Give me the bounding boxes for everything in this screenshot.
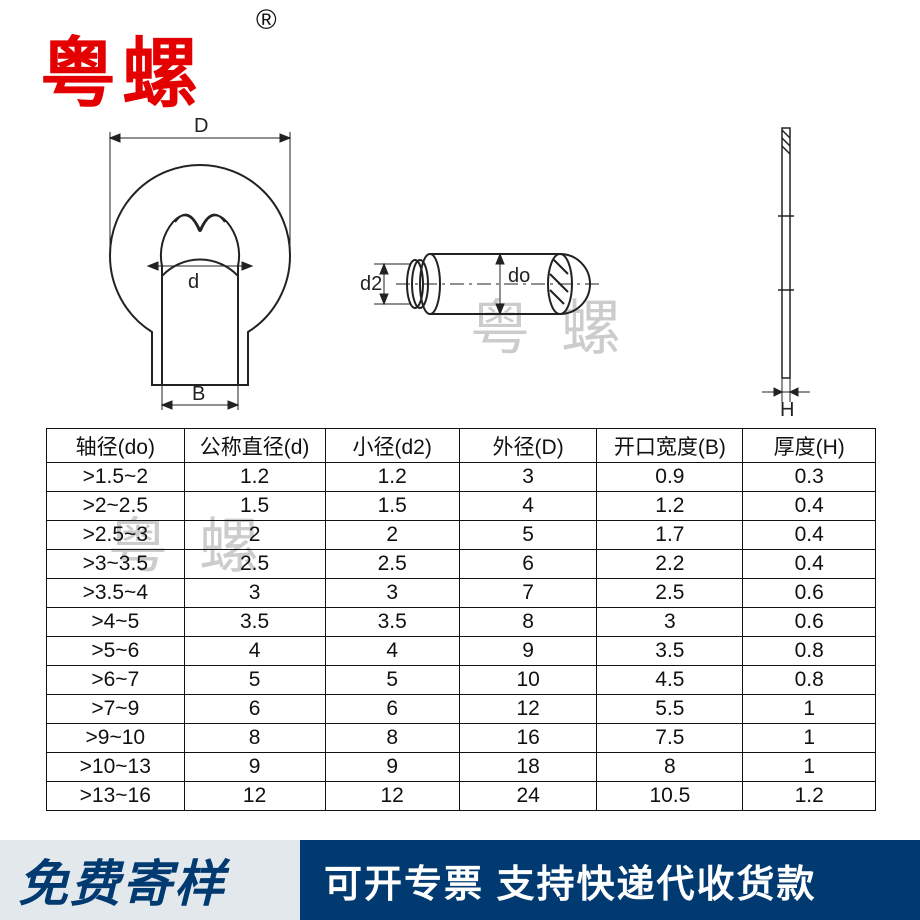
- label-do: do: [508, 265, 530, 287]
- label-D: D: [194, 115, 208, 137]
- banner-right-text: 可开专票 支持快递代收货款: [324, 853, 817, 908]
- spec-table: 轴径(do)公称直径(d)小径(d2)外径(D)开口宽度(B)厚度(H) >1.…: [46, 428, 876, 811]
- table-row: >3~3.52.52.562.20.4: [47, 550, 876, 579]
- table-row: >6~755104.50.8: [47, 666, 876, 695]
- col-header: 轴径(do): [47, 429, 185, 463]
- banner-left-text: 免费寄样: [18, 844, 226, 916]
- col-header: 厚度(H): [743, 429, 876, 463]
- label-d2: d2: [360, 273, 382, 295]
- table-row: >10~13991881: [47, 753, 876, 782]
- e-clip-front-view: D d B: [60, 110, 340, 420]
- technical-diagrams: D d B: [60, 110, 860, 420]
- table-row: >13~1612122410.51.2: [47, 782, 876, 811]
- banner-right: 可开专票 支持快递代收货款: [300, 840, 920, 920]
- label-B: B: [192, 383, 205, 405]
- table-row: >3.5~43372.50.6: [47, 579, 876, 608]
- edge-view: H: [750, 110, 830, 420]
- table-row: >9~1088167.51: [47, 724, 876, 753]
- table-row: >2.5~32251.70.4: [47, 521, 876, 550]
- col-header: 外径(D): [459, 429, 597, 463]
- label-d: d: [188, 271, 199, 293]
- registered-mark: ®: [256, 4, 277, 36]
- table-row: >5~64493.50.8: [47, 637, 876, 666]
- label-H: H: [780, 399, 794, 420]
- table-row: >4~53.53.5830.6: [47, 608, 876, 637]
- col-header: 开口宽度(B): [597, 429, 743, 463]
- col-header: 小径(d2): [325, 429, 459, 463]
- table-row: >1.5~21.21.230.90.3: [47, 463, 876, 492]
- banner-left: 免费寄样: [0, 840, 300, 920]
- col-header: 公称直径(d): [184, 429, 325, 463]
- table-row: >7~966125.51: [47, 695, 876, 724]
- brand-logo: 粤螺: [40, 12, 204, 122]
- shaft-side-view: d2 do: [360, 230, 620, 350]
- table-row: >2~2.51.51.541.20.4: [47, 492, 876, 521]
